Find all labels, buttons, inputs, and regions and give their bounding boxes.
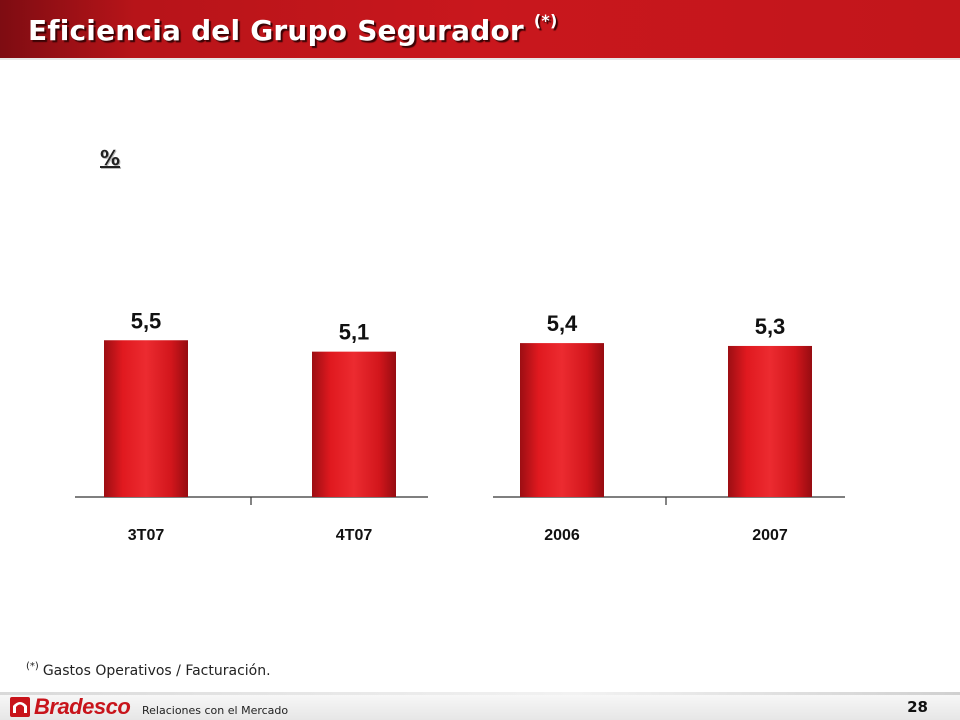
chart-bar	[104, 340, 188, 497]
footer-bar	[0, 695, 960, 720]
title-bar	[0, 0, 960, 60]
chart-category-label: 4T07	[336, 527, 373, 544]
footnote: (*) Gastos Operativos / Facturación.	[26, 661, 271, 679]
chart-category-label: 2006	[544, 527, 580, 544]
slide-title: Eficiencia del Grupo Segurador (*)	[28, 10, 558, 47]
chart-data-label: 5,5	[131, 308, 162, 333]
footer-divider	[0, 692, 960, 695]
chart-bar	[728, 345, 812, 497]
footnote-text: Gastos Operativos / Facturación.	[42, 663, 271, 679]
chart-data-label: 5,3	[755, 314, 786, 339]
bradesco-logo-icon	[10, 697, 30, 717]
bar-chart: 5,5 3T07 5,1 4T07 5,4 2006 5,3 2007	[75, 308, 845, 544]
footnote-mark: (*)	[26, 661, 39, 672]
chart-category-label: 3T07	[128, 527, 165, 544]
chart-category-label: 2007	[752, 527, 788, 544]
chart-bar	[520, 343, 604, 497]
footer-caption: Relaciones con el Mercado	[142, 704, 289, 717]
chart-bar	[312, 351, 396, 497]
slide-title-text: Eficiencia del Grupo Segurador	[28, 14, 524, 47]
unit-label: %	[100, 146, 121, 170]
chart-data-label: 5,4	[547, 311, 578, 336]
title-footnote-mark: (*)	[533, 10, 558, 30]
chart-data-label: 5,1	[339, 320, 370, 345]
brand-logo-text: Bradesco	[34, 694, 131, 719]
page-number: 28	[907, 698, 928, 716]
